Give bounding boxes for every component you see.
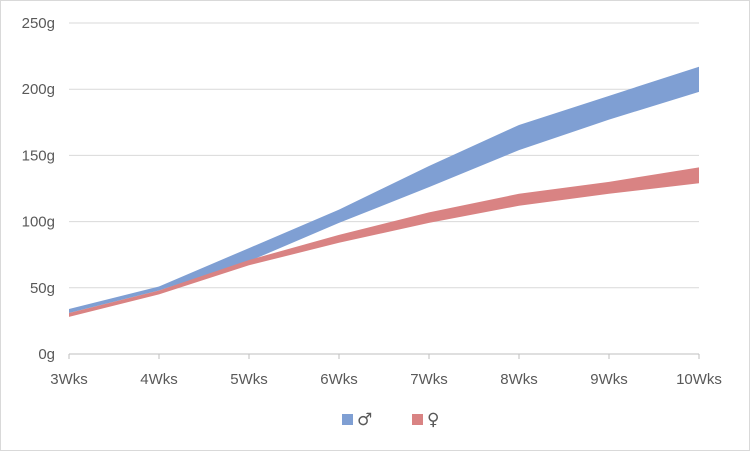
series-band-male xyxy=(69,66,699,313)
y-tick-label: 250g xyxy=(22,15,55,32)
x-axis xyxy=(68,353,700,359)
x-tick-label: 10Wks xyxy=(676,371,722,388)
x-tick-labels: 3Wks 4Wks 5Wks 6Wks 7Wks 8Wks 9Wks 10Wks xyxy=(50,371,722,388)
legend-swatch xyxy=(412,414,423,425)
y-tick-label: 100g xyxy=(22,214,55,231)
series-band-female xyxy=(69,167,699,317)
x-tick-label: 7Wks xyxy=(410,371,448,388)
y-tick-label: 200g xyxy=(22,81,55,98)
legend-swatch xyxy=(342,414,353,425)
legend: ♂ ♀ xyxy=(342,410,439,430)
series-bands xyxy=(69,66,699,317)
gridlines xyxy=(69,22,699,289)
x-tick-label: 3Wks xyxy=(50,371,88,388)
x-tick-label: 6Wks xyxy=(320,371,358,388)
x-tick-label: 9Wks xyxy=(590,371,628,388)
y-tick-label: 150g xyxy=(22,147,55,164)
legend-label: ♂ xyxy=(357,410,372,430)
x-tick-label: 8Wks xyxy=(500,371,538,388)
x-tick-label: 5Wks xyxy=(230,371,268,388)
y-tick-label: 0g xyxy=(38,346,55,363)
y-tick-labels: 0g 50g 100g 150g 200g 250g xyxy=(22,15,55,363)
y-tick-label: 50g xyxy=(30,280,55,297)
x-tick-label: 4Wks xyxy=(140,371,178,388)
legend-label: ♀ xyxy=(427,410,439,430)
